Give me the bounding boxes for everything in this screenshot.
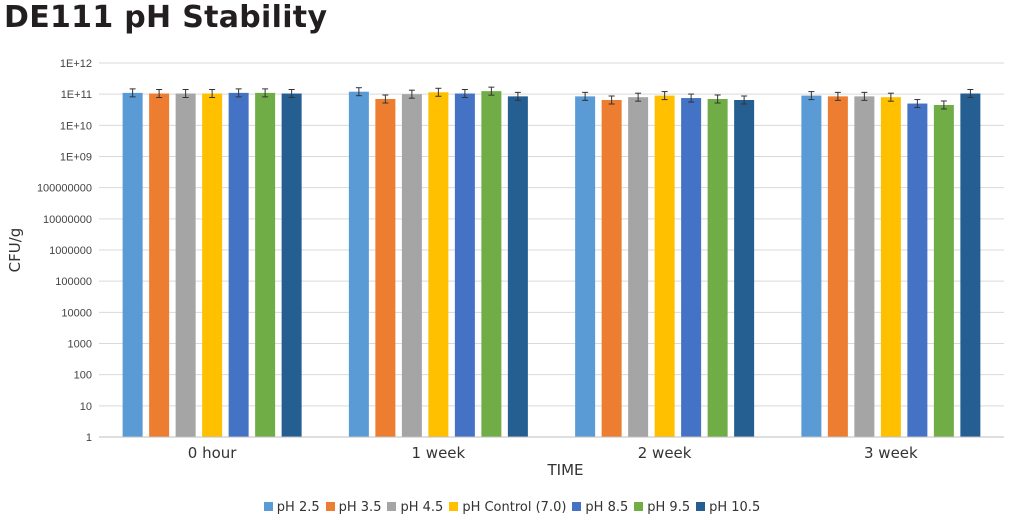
bar [175,93,196,438]
x-category-label: 2 week [638,444,692,462]
y-tick-label: 10000000 [43,214,92,226]
bar [933,104,954,437]
bar [827,96,848,437]
legend-item: pH 4.5 [387,500,443,515]
x-axis-title: TIME [546,461,583,479]
legend-label: pH 8.5 [585,500,629,515]
legend-label: pH 4.5 [400,500,444,515]
y-tick-label: 10 [80,401,92,413]
y-tick-label: 100 [74,370,92,382]
legend-item: pH 2.5 [263,500,320,515]
legend-swatch [263,502,273,511]
legend-swatch [387,502,397,511]
legend-swatch [572,502,582,511]
bar [202,93,223,438]
bar [428,92,449,438]
bar [628,97,649,438]
chart-legend: pH 2.5 pH 3.5 pH 4.5 pH Control (7.0) pH 8.5… [0,500,1024,515]
bar [454,93,475,438]
y-tick-label: 1E+10 [60,120,92,132]
legend-swatch [634,502,644,511]
y-tick-label: 1000 [68,339,92,351]
y-tick-label: 100000000 [37,183,92,195]
x-category-label: 3 week [864,444,918,462]
x-category-label: 0 hour [188,444,238,462]
legend-label: pH 10.5 [709,500,761,515]
y-tick-label: 1E+11 [61,89,92,101]
y-tick-label: 100000 [55,276,92,288]
legend-swatch [449,502,459,511]
bar [281,93,302,438]
bar [401,94,422,438]
bar-chart: 1 10 100 1000 10000 100000 1000000 10000000 1000… [6,58,1004,479]
bar [575,96,596,437]
y-tick-label: 1 [86,432,92,444]
bar [880,97,901,438]
legend-label: pH Control (7.0) [462,500,567,515]
bar [149,93,170,438]
x-category-label: 1 week [412,444,466,462]
bar [654,95,675,437]
legend-swatch [696,502,706,511]
legend-label: pH 2.5 [276,500,320,515]
legend-item: pH 3.5 [325,500,382,515]
y-tick-label: 1E+09 [60,152,92,164]
bar [122,92,143,438]
bar [481,91,502,437]
bar [854,96,875,437]
bar [801,95,822,437]
bar [681,98,702,437]
legend-item: pH 8.5 [572,500,628,515]
legend-item: pH 9.5 [634,500,690,515]
y-tick-label: 1000000 [49,245,92,257]
bar [375,98,396,437]
legend-item: pH 10.5 [696,500,760,515]
bar [707,98,728,437]
legend-label: pH 9.5 [647,500,691,515]
y-axis-title: CFU/g [6,228,24,273]
bar [907,103,928,437]
y-tick-label: 1E+12 [60,58,92,70]
bar [507,96,528,437]
bar [601,99,622,438]
legend-label: pH 3.5 [338,500,382,515]
chart-title: DE111 pH Stability [4,0,328,35]
legend-item: pH Control (7.0) [449,500,566,515]
bar [255,92,276,438]
bar [960,93,981,438]
y-tick-label: 10000 [61,307,92,319]
bar [734,99,755,438]
legend-swatch [325,502,335,511]
bar [228,92,249,438]
bar [348,91,369,437]
